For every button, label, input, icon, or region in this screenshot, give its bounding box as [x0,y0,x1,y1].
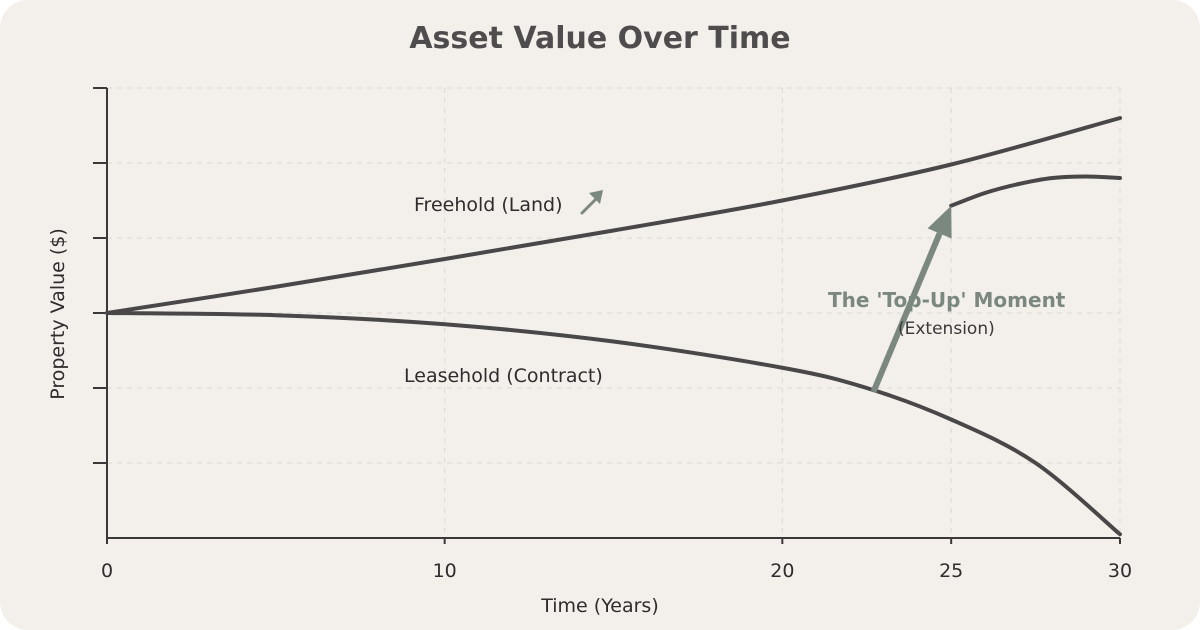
arrow-up-right-icon [580,190,603,215]
freehold-line [105,116,1122,315]
freehold-label: Freehold (Land) [414,194,563,216]
extended-lease-line [949,174,1122,208]
y-ticks [93,87,107,464]
annotation-subtitle: (Extension) [898,319,995,339]
x-tick-label: 25 [939,560,963,582]
x-tick-label: 20 [770,560,794,582]
top-up-arrow [870,205,952,393]
annotation-title: The 'Top-Up' Moment [828,288,1066,312]
x-tick-label: 30 [1108,560,1132,582]
arrow-head [927,205,952,239]
leasehold-line [105,311,1122,537]
y-axis-title: Property Value ($) [47,228,69,400]
chart-title: Asset Value Over Time [409,21,790,56]
x-tick-label: 10 [433,560,457,582]
x-ticks: 0 10 20 25 30 [101,538,1132,582]
series-layer [105,116,1122,537]
arrow-shaft [870,232,943,393]
x-axis-title: Time (Years) [540,595,659,617]
leasehold-label: Leasehold (Contract) [404,365,603,387]
x-tick-label: 0 [101,560,113,582]
